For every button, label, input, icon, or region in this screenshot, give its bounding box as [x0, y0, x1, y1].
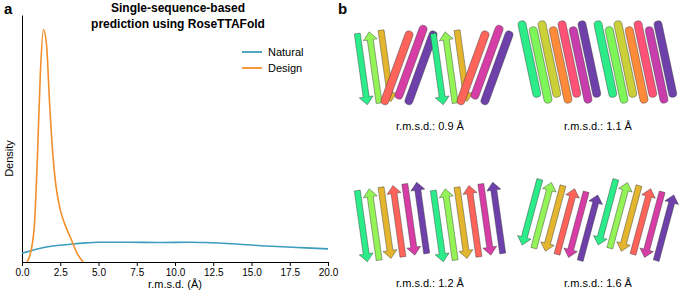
x-tick-label: 7.5 — [130, 267, 144, 278]
rmsd-caption: r.m.s.d.: 0.9 Å — [396, 120, 465, 132]
rmsd-caption: r.m.s.d.: 1.6 Å — [564, 277, 633, 289]
x-tick: 5.0 — [92, 262, 106, 278]
x-tick-label: 0.0 — [16, 267, 30, 278]
chart-title: Single-sequence-based — [111, 1, 245, 15]
legend-swatch — [242, 51, 262, 53]
x-tick: 15.0 — [242, 262, 262, 278]
x-tick: 17.5 — [281, 262, 301, 278]
y-axis-title: Density — [3, 140, 15, 177]
x-tick: 2.5 — [54, 262, 68, 278]
x-tick: 0.0 — [16, 262, 30, 278]
x-tick-label: 20.0 — [319, 267, 339, 278]
density-line — [22, 242, 328, 253]
x-tick-mark — [328, 262, 329, 266]
legend-label: Design — [268, 62, 302, 74]
x-tick-mark — [175, 262, 176, 266]
structure-cartoon — [426, 24, 514, 106]
x-tick-mark — [252, 262, 253, 266]
legend-swatch — [242, 67, 262, 69]
structure-cartoon — [591, 178, 680, 263]
structure-cartoon — [593, 20, 677, 104]
x-tick-label: 12.5 — [204, 267, 224, 278]
figure: a b Single-sequence-based prediction using … — [0, 0, 685, 294]
chart-title: prediction using RoseTTAFold — [91, 17, 265, 31]
structure-cartoon — [426, 181, 509, 263]
strand — [410, 181, 434, 254]
plot-area — [22, 30, 328, 262]
x-tick-mark — [137, 262, 138, 266]
x-tick: 7.5 — [130, 262, 144, 278]
x-tick-label: 10.0 — [166, 267, 186, 278]
legend-label: Natural — [268, 46, 303, 58]
x-tick-mark — [60, 262, 61, 266]
helix — [480, 30, 514, 106]
x-tick-mark — [22, 262, 23, 266]
rmsd-caption: r.m.s.d.: 1.2 Å — [396, 277, 465, 289]
x-tick: 10.0 — [166, 262, 186, 278]
y-axis-line — [22, 16, 23, 263]
x-tick-label: 17.5 — [281, 267, 301, 278]
helix — [653, 20, 677, 98]
strand — [649, 193, 680, 262]
x-tick: 20.0 — [319, 262, 339, 278]
x-axis: 0.0 2.5 5.0 7.5 10.0 12.5 15.0 17.5 20.0 — [16, 262, 339, 278]
rmsd-caption: r.m.s.d.: 1.1 Å — [564, 120, 633, 132]
x-axis-line — [23, 263, 329, 267]
x-axis-title: r.m.s.d. (Å) — [148, 278, 202, 290]
x-tick-label: 15.0 — [242, 267, 262, 278]
x-tick-mark — [99, 262, 100, 266]
structure-cartoon — [517, 20, 601, 104]
legend: Natural Design — [242, 46, 303, 74]
panel-label: b — [338, 0, 347, 17]
strand — [486, 181, 510, 254]
structure-cartoon — [350, 181, 433, 263]
x-tick-label: 2.5 — [54, 267, 68, 278]
x-tick-mark — [290, 262, 291, 266]
y-axis — [22, 16, 23, 263]
structure-cartoon — [350, 24, 438, 106]
x-tick: 12.5 — [204, 262, 224, 278]
density-line — [27, 30, 84, 262]
structure-cartoon — [515, 178, 604, 263]
x-tick-label: 5.0 — [92, 267, 106, 278]
x-tick-mark — [213, 262, 214, 266]
panel-label: a — [4, 0, 13, 17]
